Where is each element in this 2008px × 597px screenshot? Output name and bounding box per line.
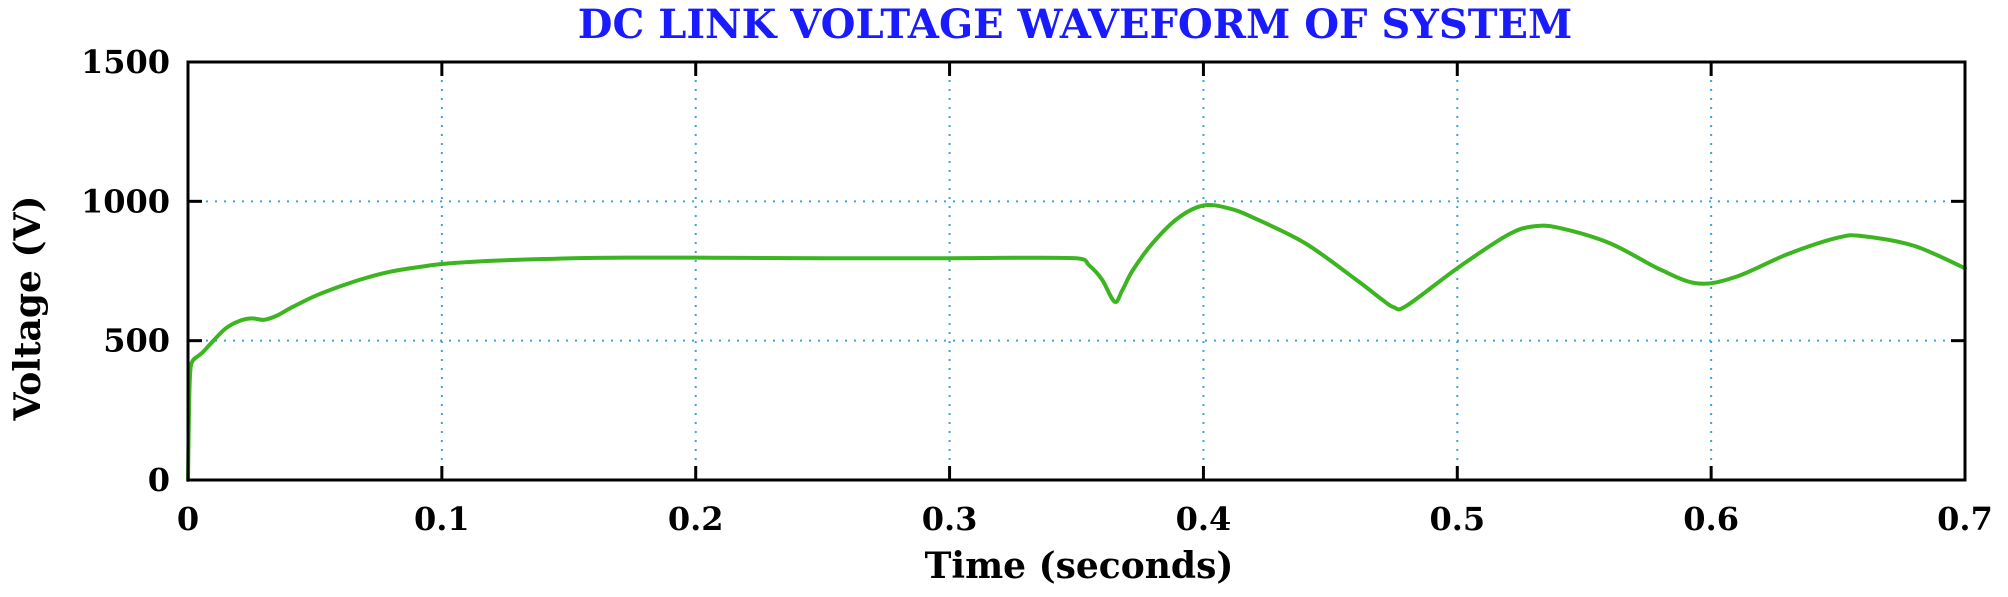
plot-area <box>186 60 1967 482</box>
x-tick-label: 0.6 <box>1683 500 1739 538</box>
x-tick-label: 0.4 <box>1176 500 1232 538</box>
grid <box>188 62 1965 480</box>
y-axis-label: Voltage (V) <box>7 196 49 422</box>
y-tick-label: 1500 <box>81 43 170 81</box>
x-tick-label: 0.3 <box>922 500 978 538</box>
x-tick-label: 0.1 <box>414 500 470 538</box>
x-axis-tick-labels: 0 0.1 0.2 0.3 0.4 0.5 0.6 0.7 <box>177 500 1993 538</box>
plot-series <box>186 202 1967 482</box>
x-tick-label: 0.5 <box>1429 500 1485 538</box>
y-tick-label: 1000 <box>81 182 170 220</box>
axis-ticks <box>186 60 1967 482</box>
y-axis-tick-labels: 0 500 1000 1500 <box>81 43 170 499</box>
x-axis-label: Time (seconds) <box>925 545 1234 587</box>
y-tick-label: 500 <box>103 322 170 360</box>
x-tick-label: 0 <box>177 500 199 538</box>
x-tick-label: 0.2 <box>668 500 724 538</box>
x-tick-label: 0.7 <box>1937 500 1993 538</box>
series-line <box>186 202 1967 482</box>
chart-title: DC LINK VOLTAGE WAVEFORM OF SYSTEM <box>578 1 1573 48</box>
y-tick-label: 0 <box>148 461 170 499</box>
